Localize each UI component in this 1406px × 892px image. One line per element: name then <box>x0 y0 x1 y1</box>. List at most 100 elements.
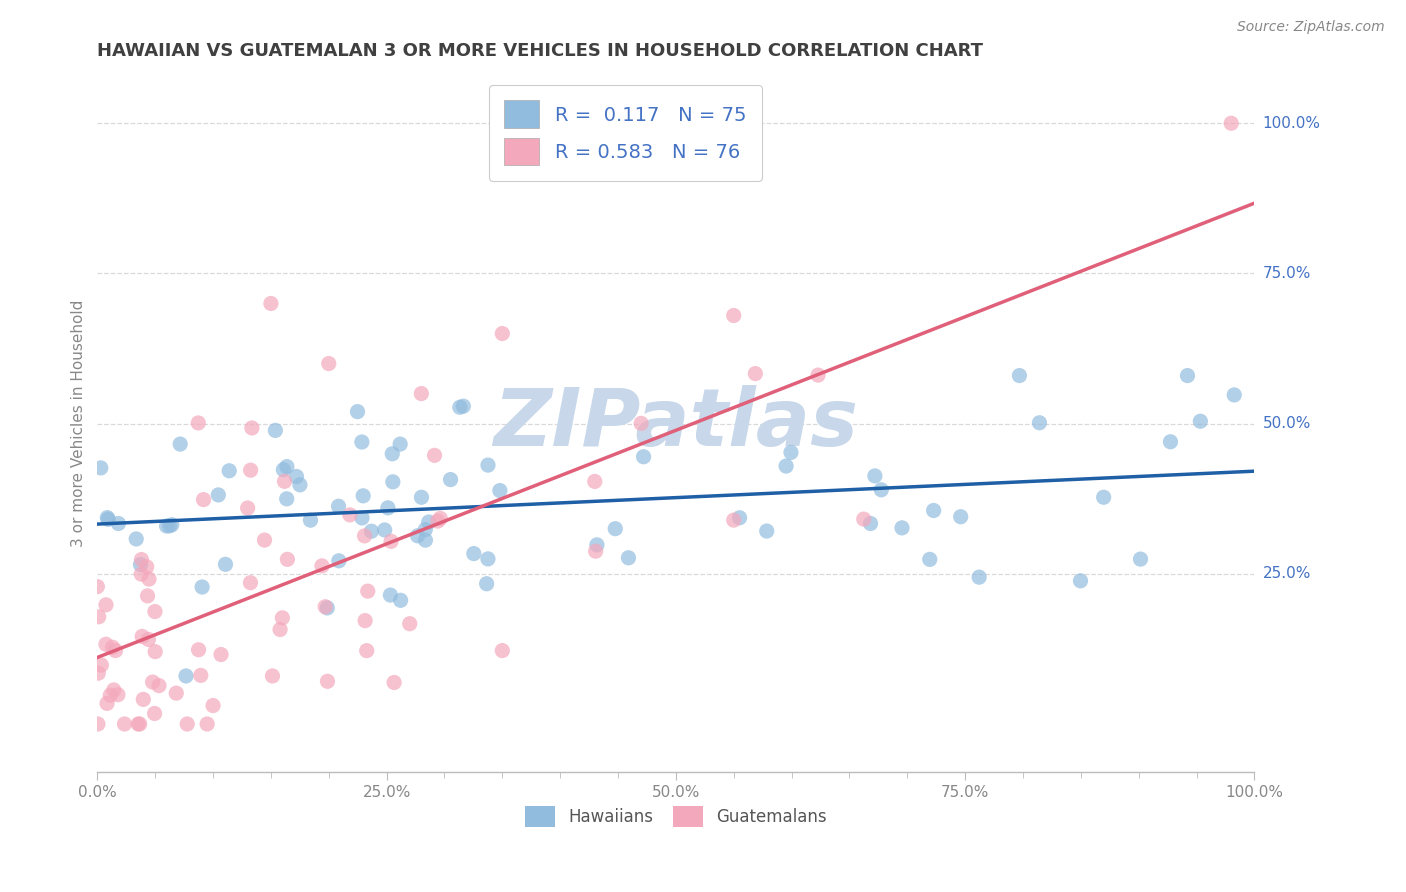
Guatemalans <box>426 514 449 528</box>
Hawaiians <box>475 576 498 591</box>
Hawaiians <box>160 517 183 532</box>
Guatemalans <box>131 629 153 643</box>
Guatemalans <box>260 296 283 310</box>
Guatemalans <box>143 605 166 619</box>
Hawaiians <box>411 490 433 504</box>
Hawaiians <box>449 401 471 415</box>
Hawaiians <box>352 489 374 503</box>
Guatemalans <box>262 669 284 683</box>
Hawaiians <box>1223 388 1246 402</box>
Hawaiians <box>463 547 485 561</box>
Guatemalans <box>398 616 420 631</box>
Guatemalans <box>744 367 766 381</box>
Guatemalans <box>138 572 160 586</box>
Hawaiians <box>1069 574 1091 588</box>
Guatemalans <box>852 512 875 526</box>
Hawaiians <box>418 515 440 529</box>
Hawaiians <box>276 491 298 506</box>
Hawaiians <box>1189 414 1212 428</box>
Hawaiians <box>299 513 322 527</box>
Hawaiians <box>617 550 640 565</box>
Guatemalans <box>353 529 375 543</box>
Hawaiians <box>406 529 429 543</box>
Text: ZIPatlas: ZIPatlas <box>494 384 858 463</box>
Text: 25.0%: 25.0% <box>1263 566 1310 582</box>
Hawaiians <box>586 538 609 552</box>
Guatemalans <box>98 688 121 702</box>
Hawaiians <box>1028 416 1050 430</box>
Guatemalans <box>165 686 187 700</box>
Hawaiians <box>389 593 412 607</box>
Guatemalans <box>411 386 433 401</box>
Hawaiians <box>350 435 373 450</box>
Guatemalans <box>131 552 153 566</box>
Guatemalans <box>723 513 745 527</box>
Text: Source: ZipAtlas.com: Source: ZipAtlas.com <box>1237 20 1385 34</box>
Guatemalans <box>138 632 160 647</box>
Hawaiians <box>1008 368 1031 383</box>
Hawaiians <box>218 464 240 478</box>
Hawaiians <box>273 463 295 477</box>
Guatemalans <box>90 658 112 673</box>
Guatemalans <box>209 648 232 662</box>
Hawaiians <box>775 458 797 473</box>
Guatemalans <box>129 567 152 582</box>
Guatemalans <box>380 534 402 549</box>
Guatemalans <box>143 706 166 721</box>
Guatemalans <box>187 642 209 657</box>
Guatemalans <box>143 645 166 659</box>
Text: 50.0%: 50.0% <box>1263 417 1310 431</box>
Hawaiians <box>360 524 382 539</box>
Guatemalans <box>429 511 451 525</box>
Hawaiians <box>346 404 368 418</box>
Hawaiians <box>859 516 882 531</box>
Hawaiians <box>918 552 941 566</box>
Guatemalans <box>357 584 380 599</box>
Hawaiians <box>870 483 893 497</box>
Hawaiians <box>129 558 152 572</box>
Guatemalans <box>356 643 378 657</box>
Guatemalans <box>87 717 110 731</box>
Guatemalans <box>190 668 212 682</box>
Guatemalans <box>142 675 165 690</box>
Hawaiians <box>755 524 778 538</box>
Hawaiians <box>489 483 512 498</box>
Guatemalans <box>236 501 259 516</box>
Guatemalans <box>339 508 361 522</box>
Hawaiians <box>967 570 990 584</box>
Guatemalans <box>1220 116 1243 130</box>
Guatemalans <box>101 640 124 655</box>
Hawaiians <box>1129 552 1152 566</box>
Hawaiians <box>276 459 298 474</box>
Hawaiians <box>633 450 655 464</box>
Hawaiians <box>159 518 181 533</box>
Hawaiians <box>780 445 803 459</box>
Guatemalans <box>269 623 291 637</box>
Guatemalans <box>187 416 209 430</box>
Hawaiians <box>374 523 396 537</box>
Guatemalans <box>136 589 159 603</box>
Hawaiians <box>415 533 437 548</box>
Guatemalans <box>94 598 117 612</box>
Legend: Hawaiians, Guatemalans: Hawaiians, Guatemalans <box>517 800 834 833</box>
Guatemalans <box>253 533 276 547</box>
Hawaiians <box>949 509 972 524</box>
Hawaiians <box>96 510 118 524</box>
Guatemalans <box>273 475 295 489</box>
Guatemalans <box>114 717 136 731</box>
Guatemalans <box>202 698 225 713</box>
Hawaiians <box>207 488 229 502</box>
Guatemalans <box>240 421 263 435</box>
Hawaiians <box>413 523 436 537</box>
Text: 75.0%: 75.0% <box>1263 266 1310 281</box>
Guatemalans <box>87 609 110 624</box>
Hawaiians <box>381 447 404 461</box>
Guatemalans <box>87 666 110 681</box>
Guatemalans <box>103 682 125 697</box>
Guatemalans <box>128 717 150 731</box>
Hawaiians <box>1092 490 1115 504</box>
Guatemalans <box>314 599 336 614</box>
Guatemalans <box>94 637 117 651</box>
Hawaiians <box>477 458 499 472</box>
Hawaiians <box>97 512 120 526</box>
